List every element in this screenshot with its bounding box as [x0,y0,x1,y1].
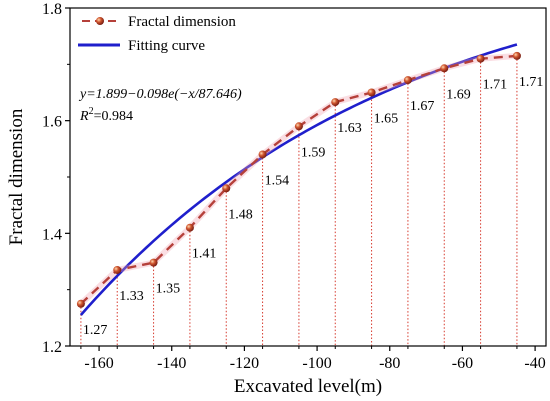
data-series-layer [76,51,521,308]
data-label: 1.27 [83,323,108,338]
data-point-marker [294,122,303,131]
x-tick-label: -40 [524,355,545,372]
legend-item-fitting-curve: Fitting curve [78,38,205,54]
vertical-guide-lines [80,55,518,346]
y-tick-label: 1.8 [42,1,62,18]
x-tick-label: -160 [84,355,113,372]
data-point-marker [149,258,158,267]
data-label: 1.63 [337,121,362,136]
data-point-marker [222,184,231,193]
data-point-marker [185,223,194,232]
y-tick-label: 1.2 [42,339,62,356]
data-label: 1.33 [119,289,143,304]
r-squared-symbol: R [79,109,89,124]
data-point-marker [512,51,521,60]
data-point-marker [331,98,340,107]
data-labels: 1.27 1.33 1.35 1.41 1.48 1.54 1.59 1.63 1.65 1.67… [83,75,544,338]
data-label: 1.65 [374,112,399,127]
x-tick-label: -60 [452,355,473,372]
x-tick-label: -140 [157,355,186,372]
data-label: 1.69 [446,87,471,102]
legend-label-fractal-dimension: Fractal dimension [128,14,236,30]
fit-equation: y=1.899−0.098e(−x/87.646) [78,87,242,102]
y-tick-label: 1.4 [42,226,62,243]
r-squared-superscript: 2 [89,106,94,117]
data-label: 1.71 [483,78,508,93]
data-point-marker [367,88,376,97]
data-label: 1.48 [228,207,253,222]
data-point-marker [476,54,485,63]
data-point-marker [258,150,267,159]
data-label: 1.35 [156,282,181,297]
data-label: 1.71 [519,75,544,90]
legend-label-fitting-curve: Fitting curve [128,38,205,54]
y-axis-ticks: 1.2 1.4 1.6 1.8 [42,1,70,356]
data-label: 1.67 [410,99,435,114]
y-axis-title: Fractal dimension [6,108,27,245]
data-point-marker [403,76,412,85]
x-tick-label: -120 [230,355,259,372]
data-point-marker [440,64,449,73]
data-label: 1.54 [265,173,290,188]
x-tick-label: -80 [379,355,400,372]
r-squared-value: =0.984 [94,109,133,124]
y-tick-label: 1.6 [42,114,62,131]
r-squared-annotation: R2=0.984 [79,106,133,124]
x-axis-ticks: -160 -140 -120 -100 -80 -60 -40 [80,346,546,372]
data-point-marker [76,299,85,308]
x-axis-title: Excavated level(m) [234,376,382,397]
data-point-marker [113,265,122,274]
legend: Fractal dimension Fitting curve [78,14,236,54]
x-tick-label: -100 [302,355,331,372]
legend-item-fractal-dimension: Fractal dimension [82,14,236,30]
legend-marker-swatch [96,17,104,25]
data-label: 1.41 [192,247,217,262]
data-label: 1.59 [301,145,326,160]
